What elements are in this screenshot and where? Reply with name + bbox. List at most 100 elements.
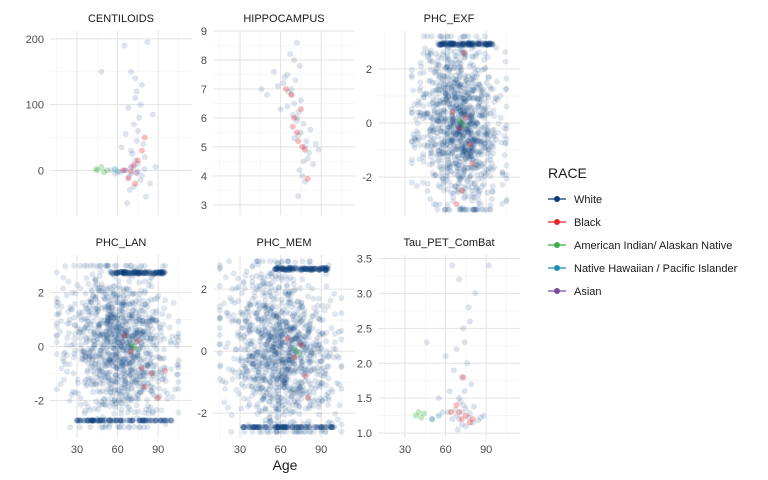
data-point (126, 187, 133, 194)
data-point (475, 191, 482, 198)
data-point (291, 56, 298, 63)
data-point (454, 79, 461, 86)
data-point (461, 167, 468, 174)
data-point (291, 135, 298, 142)
data-point (444, 152, 451, 159)
data-point (427, 150, 434, 157)
data-point (462, 146, 469, 153)
data-point (451, 63, 458, 70)
points-layer (408, 33, 510, 213)
data-point (461, 143, 468, 150)
data-point (451, 118, 458, 125)
data-point (457, 122, 464, 129)
data-point (484, 157, 491, 164)
data-point (462, 50, 469, 57)
data-point (144, 324, 151, 331)
data-point (453, 201, 460, 208)
data-point (272, 424, 279, 431)
data-point (126, 424, 133, 431)
data-point (503, 75, 510, 82)
data-point (459, 151, 466, 158)
data-point (472, 138, 479, 145)
legend-label: Asian (574, 286, 602, 298)
data-point (441, 118, 448, 125)
data-point (451, 105, 458, 112)
data-point (433, 67, 440, 74)
data-point (77, 329, 84, 336)
data-point (448, 137, 455, 144)
data-point (281, 366, 288, 373)
data-point (499, 169, 506, 176)
data-point (424, 180, 431, 187)
data-point (499, 171, 506, 178)
data-point (59, 355, 66, 362)
data-point (463, 77, 470, 84)
data-point (465, 183, 472, 190)
data-point (446, 124, 453, 131)
data-point (448, 189, 455, 196)
data-point (284, 282, 291, 289)
data-point (441, 128, 448, 135)
data-point (473, 74, 480, 81)
data-point (474, 137, 481, 144)
data-point (432, 102, 439, 109)
data-point (64, 335, 71, 342)
data-point (470, 95, 477, 102)
y-tick-label: 3.0 (357, 288, 372, 300)
data-point (162, 297, 169, 304)
data-point (487, 206, 494, 213)
legend-key-marker (554, 219, 560, 225)
legend-key-marker (554, 265, 560, 271)
data-point (467, 121, 474, 128)
data-point (445, 130, 452, 137)
data-point (458, 108, 465, 115)
data-point (108, 317, 115, 324)
data-point (461, 129, 468, 136)
data-point (443, 50, 450, 57)
data-point (477, 187, 484, 194)
data-point (67, 304, 74, 311)
data-point (501, 152, 508, 159)
data-point (503, 122, 510, 129)
legend-item: American Indian/ Alaskan Native (548, 240, 732, 252)
data-point (235, 283, 242, 290)
data-point (457, 138, 464, 145)
data-point (499, 168, 506, 175)
data-point (133, 137, 140, 144)
data-point (128, 170, 135, 177)
data-point (254, 401, 261, 408)
data-point (438, 139, 445, 146)
data-point (434, 206, 441, 213)
data-point (457, 70, 464, 77)
data-point (141, 383, 148, 390)
data-point (445, 75, 452, 82)
data-point (302, 347, 309, 354)
data-point (471, 123, 478, 130)
data-point (441, 165, 448, 172)
data-point (428, 143, 435, 150)
data-point (442, 95, 449, 102)
data-point (74, 282, 81, 289)
data-point (266, 424, 273, 431)
data-point (141, 134, 148, 141)
data-point (460, 183, 467, 190)
data-point (449, 112, 456, 119)
data-point (476, 41, 483, 48)
data-point (495, 129, 502, 136)
data-point (461, 95, 468, 102)
data-point (480, 131, 487, 138)
data-point (445, 206, 452, 213)
data-point (311, 424, 318, 431)
data-point (481, 173, 488, 180)
data-point (465, 104, 472, 111)
legend-item: Asian (548, 286, 602, 298)
data-point (101, 169, 108, 176)
data-point (457, 107, 464, 114)
data-point (99, 368, 106, 375)
data-point (109, 270, 116, 277)
data-point (452, 131, 459, 138)
data-point (435, 87, 442, 94)
data-point (466, 117, 473, 124)
data-point (460, 116, 467, 123)
data-point (461, 164, 468, 171)
